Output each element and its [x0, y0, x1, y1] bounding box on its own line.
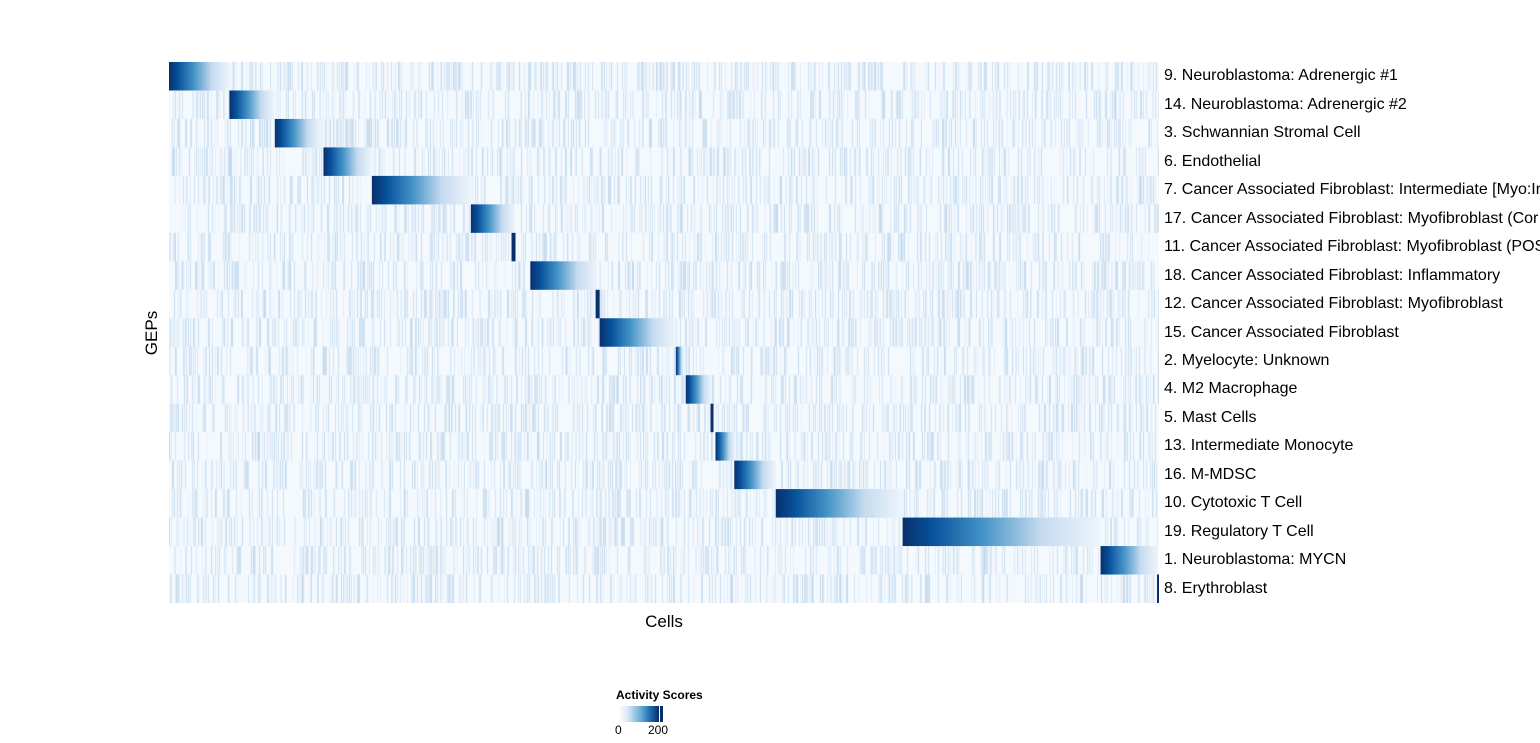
row-label: 2. Myelocyte: Unknown — [1164, 351, 1330, 369]
row-label: 19. Regulatory T Cell — [1164, 522, 1314, 540]
heatmap-block-row-6 — [470, 204, 516, 233]
row-label: 15. Cancer Associated Fibroblast — [1164, 323, 1399, 341]
row-label: 18. Cancer Associated Fibroblast: Inflam… — [1164, 266, 1501, 284]
heatmap — [169, 62, 1159, 603]
row-label: 13. Intermediate Monocyte — [1164, 437, 1354, 455]
row-label: 16. M-MDSC — [1164, 465, 1257, 483]
heatmap-block-row-3 — [274, 118, 322, 148]
row-label: 5. Mast Cells — [1164, 408, 1257, 426]
heatmap-block-row-13 — [710, 403, 714, 433]
row-label: 8. Erythroblast — [1164, 579, 1268, 597]
row-label: 10. Cytotoxic T Cell — [1164, 494, 1303, 512]
heatmap-block-row-18 — [1100, 546, 1159, 575]
row-label: 14. Neuroblastoma: Adrenergic #2 — [1164, 95, 1407, 113]
row-label: 12. Cancer Associated Fibroblast: Myofib… — [1164, 295, 1503, 313]
colorbar-tick — [659, 706, 660, 722]
y-axis-label: GEPs — [142, 310, 161, 356]
heatmap-block-row-8 — [530, 261, 598, 290]
heatmap-block-row-12 — [685, 375, 712, 404]
row-label: 7. Cancer Associated Fibroblast: Interme… — [1164, 181, 1540, 199]
row-label: 3. Schwannian Stromal Cell — [1164, 124, 1361, 142]
row-label: 11. Cancer Associated Fibroblast: Myofib… — [1164, 238, 1540, 256]
heatmap-block-row-16 — [775, 489, 903, 518]
colorbar-tick-label-200: 200 — [648, 723, 669, 737]
row-label: 9. Neuroblastoma: Adrenergic #1 — [1164, 67, 1398, 85]
heatmap-block-row-14 — [715, 432, 736, 461]
row-label: 6. Endothelial — [1164, 152, 1261, 170]
heatmap-block-row-4 — [323, 147, 372, 176]
heatmap-block-row-9 — [595, 289, 600, 319]
heatmap-block-row-1 — [169, 62, 231, 91]
row-label: 17. Cancer Associated Fibroblast: Myofib… — [1164, 209, 1539, 227]
colorbar-tick-label-0: 0 — [615, 723, 622, 737]
heatmap-block-row-10 — [599, 318, 676, 347]
colorbar — [618, 706, 663, 722]
heatmap-block-row-5 — [371, 175, 472, 205]
colorbar-title: Activity Scores — [616, 688, 703, 702]
heatmap-block-row-17 — [902, 517, 1101, 547]
row-label: 4. M2 Macrophage — [1164, 380, 1298, 398]
heatmap-block-row-7 — [511, 232, 516, 262]
heatmap-block-row-11 — [675, 346, 684, 376]
heatmap-blocks — [169, 62, 1159, 603]
heatmap-block-row-15 — [734, 460, 776, 490]
heatmap-block-row-19 — [1157, 574, 1159, 603]
x-axis-label: Cells — [645, 612, 683, 631]
heatmap-block-row-2 — [229, 90, 275, 119]
row-label: 1. Neuroblastoma: MYCN — [1164, 551, 1347, 569]
